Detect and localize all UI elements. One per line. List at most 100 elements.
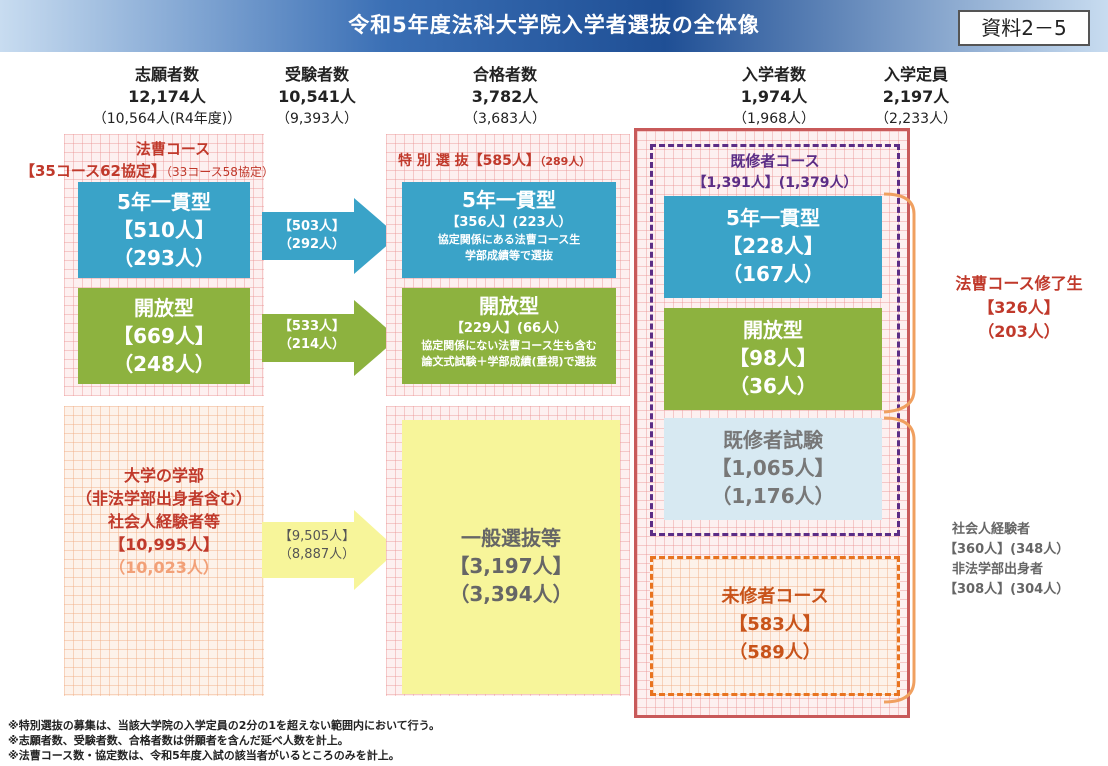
hoso-open-prev: （248人） bbox=[113, 352, 215, 376]
kishu-five-year-prev: （167人） bbox=[722, 262, 824, 286]
hoso-graduates-label: 法曹コース修了生 bbox=[955, 274, 1083, 293]
hoso-graduates: 法曹コース修了生 【326人】 （203人） bbox=[934, 272, 1104, 344]
side-note-line3: 非法学部出身者 bbox=[952, 562, 1044, 577]
mishu-course-label: 未修者コース bbox=[721, 586, 829, 607]
undergrad-text: 大学の学部 （非法学部出身者含む） 社会人経験者等 【10,995人】 （10,… bbox=[48, 464, 280, 579]
header-capacity-value: 2,197人 bbox=[882, 87, 950, 106]
arrow-open-prev: （214人） bbox=[278, 337, 346, 352]
hoso-agreements-prev: （33コース58協定） bbox=[166, 165, 274, 179]
hoso-five-year-prev: （293人） bbox=[113, 246, 215, 270]
arrow-five-year bbox=[262, 198, 398, 274]
arrow-general-count: 【9,505人】 bbox=[278, 529, 356, 544]
arrow-general-prev: （8,887人） bbox=[278, 547, 356, 562]
general-selection-label: 一般選抜等 bbox=[461, 526, 561, 550]
arrow-general bbox=[262, 510, 398, 590]
other-entrants-bracket bbox=[883, 416, 916, 704]
special-open-note1: 協定関係にない法曹コース生も含む bbox=[421, 339, 597, 352]
special-five-year-counts: 【356人】(223人） bbox=[446, 215, 572, 230]
footnote-2: ※志願者数、受験者数、合格者数は併願者を含んだ延べ人数を計上。 bbox=[8, 734, 349, 747]
arrow-five-year-label: 【503人】 （292人） bbox=[262, 218, 362, 254]
header-applicants-value: 12,174人 bbox=[128, 87, 206, 106]
special-selection-count: 特 別 選 抜【585人】 bbox=[398, 153, 540, 169]
arrow-five-year-prev: （292人） bbox=[278, 237, 346, 252]
general-selection-prev: （3,394人） bbox=[449, 582, 573, 606]
hoso-five-year-count: 【510人】 bbox=[113, 218, 215, 242]
kishu-exam-count: 【1,065人】 bbox=[711, 456, 835, 480]
header-enrolled-label: 入学者数 bbox=[741, 65, 806, 84]
document-reference: 資料2－5 bbox=[958, 10, 1090, 46]
header-examinees-prev: （9,393人） bbox=[275, 111, 359, 127]
mishu-course-count: 【583人】 bbox=[729, 614, 821, 635]
header-enrolled-prev: （1,968人） bbox=[732, 111, 816, 127]
header-enrolled: 入学者数 1,974人 （1,968人） bbox=[714, 64, 834, 130]
page-title: 令和5年度法科大学院入学者選抜の全体像 bbox=[348, 13, 760, 37]
undergrad-line3: 社会人経験者等 bbox=[107, 512, 220, 531]
footnote-3: ※法曹コース数・協定数は、令和5年度入試の該当者がいるところのみを計上。 bbox=[8, 749, 400, 762]
hoso-open-box: 開放型 【669人】 （248人） bbox=[78, 288, 250, 384]
arrow-open-label: 【533人】 （214人） bbox=[262, 318, 362, 354]
hoso-graduates-prev: （203人） bbox=[978, 322, 1060, 341]
kishu-course-frame bbox=[650, 144, 900, 536]
special-selection-prev: （289人） bbox=[539, 155, 591, 168]
hoso-open-label: 開放型 bbox=[134, 296, 194, 320]
header-capacity-label: 入学定員 bbox=[883, 65, 948, 84]
kishu-five-year-box: 5年一貫型 【228人】 （167人） bbox=[664, 196, 882, 298]
hoso-five-year-box: 5年一貫型 【510人】 （293人） bbox=[78, 182, 250, 278]
hoso-graduates-count: 【326人】 bbox=[978, 298, 1060, 317]
special-selection-title: 特 別 選 抜【585人】（289人） bbox=[398, 150, 630, 170]
undergrad-line2: （非法学部出身者含む） bbox=[75, 489, 252, 508]
header-passers-prev: （3,683人） bbox=[463, 111, 547, 127]
side-note-line2: 【360人】(348人） bbox=[944, 542, 1070, 557]
special-open-label: 開放型 bbox=[479, 294, 539, 318]
header-examinees: 受験者数 10,541人 （9,393人） bbox=[262, 64, 372, 130]
general-selection-box: 一般選抜等 【3,197人】 （3,394人） bbox=[402, 420, 620, 694]
header-capacity-prev: （2,233人） bbox=[874, 111, 958, 127]
undergrad-line1: 大学の学部 bbox=[123, 466, 204, 485]
kishu-open-box: 開放型 【98人】 （36人） bbox=[664, 308, 882, 410]
special-five-year-box: 5年一貫型 【356人】(223人） 協定関係にある法曹コース生 学部成績等で選… bbox=[402, 182, 616, 278]
side-note: 社会人経験者 【360人】(348人） 非法学部出身者 【308人】(304人） bbox=[944, 520, 1104, 600]
arrow-five-year-count: 【503人】 bbox=[278, 219, 346, 234]
hoso-open-count: 【669人】 bbox=[113, 324, 215, 348]
mishu-course-prev: （589人） bbox=[729, 642, 821, 663]
header-capacity: 入学定員 2,197人 （2,233人） bbox=[856, 64, 976, 130]
header-passers: 合格者数 3,782人 （3,683人） bbox=[440, 64, 570, 130]
footnote-1: ※特別選抜の募集は、当該大学院の入学定員の2分の1を超えない範囲内において行う。 bbox=[8, 719, 441, 732]
header-applicants: 志願者数 12,174人 （10,564人(R4年度)） bbox=[92, 64, 242, 130]
header-enrolled-value: 1,974人 bbox=[740, 87, 808, 106]
hoso-course-title: 法曹コース bbox=[135, 140, 211, 158]
undergrad-prev: （10,023人） bbox=[109, 558, 219, 577]
side-note-line1: 社会人経験者 bbox=[952, 522, 1031, 537]
kishu-open-prev: （36人） bbox=[729, 374, 817, 398]
undergrad-area bbox=[64, 406, 264, 696]
hoso-graduates-bracket bbox=[883, 192, 916, 414]
special-five-year-label: 5年一貫型 bbox=[462, 188, 556, 212]
mishu-course-box: 未修者コース 【583人】 （589人） bbox=[650, 556, 900, 696]
footnotes: ※特別選抜の募集は、当該大学院の入学定員の2分の1を超えない範囲内において行う。… bbox=[8, 718, 908, 763]
undergrad-count: 【10,995人】 bbox=[109, 535, 219, 554]
arrow-general-label: 【9,505人】 （8,887人） bbox=[262, 528, 372, 564]
general-selection-count: 【3,197人】 bbox=[449, 554, 573, 578]
header-passers-value: 3,782人 bbox=[471, 87, 539, 106]
arrow-open-count: 【533人】 bbox=[278, 319, 346, 334]
hoso-five-year-label: 5年一貫型 bbox=[117, 190, 211, 214]
brackets bbox=[883, 192, 916, 704]
header-applicants-prev: （10,564人(R4年度)） bbox=[92, 111, 242, 127]
hoso-agreements-count: 【35コース62協定】 bbox=[20, 162, 166, 180]
kishu-exam-prev: （1,176人） bbox=[711, 484, 835, 508]
special-open-note2: 論文式試験＋学部成績(重視)で選抜 bbox=[421, 355, 597, 368]
kishu-course-counts: 【1,391人】(1,379人） bbox=[692, 175, 858, 191]
header-examinees-value: 10,541人 bbox=[278, 87, 356, 106]
hoso-agreements: 【35コース62協定】（33コース58協定） bbox=[20, 160, 330, 181]
header-applicants-label: 志願者数 bbox=[134, 65, 199, 84]
header-examinees-label: 受験者数 bbox=[284, 65, 349, 84]
kishu-five-year-count: 【228人】 bbox=[722, 234, 824, 258]
special-open-box: 開放型 【229人】(66人） 協定関係にない法曹コース生も含む 論文式試験＋学… bbox=[402, 288, 616, 384]
special-five-year-note2: 学部成績等で選抜 bbox=[465, 249, 553, 262]
side-note-line4: 【308人】(304人） bbox=[944, 582, 1070, 597]
special-five-year-note1: 協定関係にある法曹コース生 bbox=[437, 233, 581, 246]
kishu-exam-label: 既修者試験 bbox=[723, 428, 823, 452]
kishu-exam-box: 既修者試験 【1,065人】 （1,176人） bbox=[664, 418, 882, 520]
title-banner bbox=[0, 0, 1108, 52]
arrow-open bbox=[262, 300, 398, 376]
